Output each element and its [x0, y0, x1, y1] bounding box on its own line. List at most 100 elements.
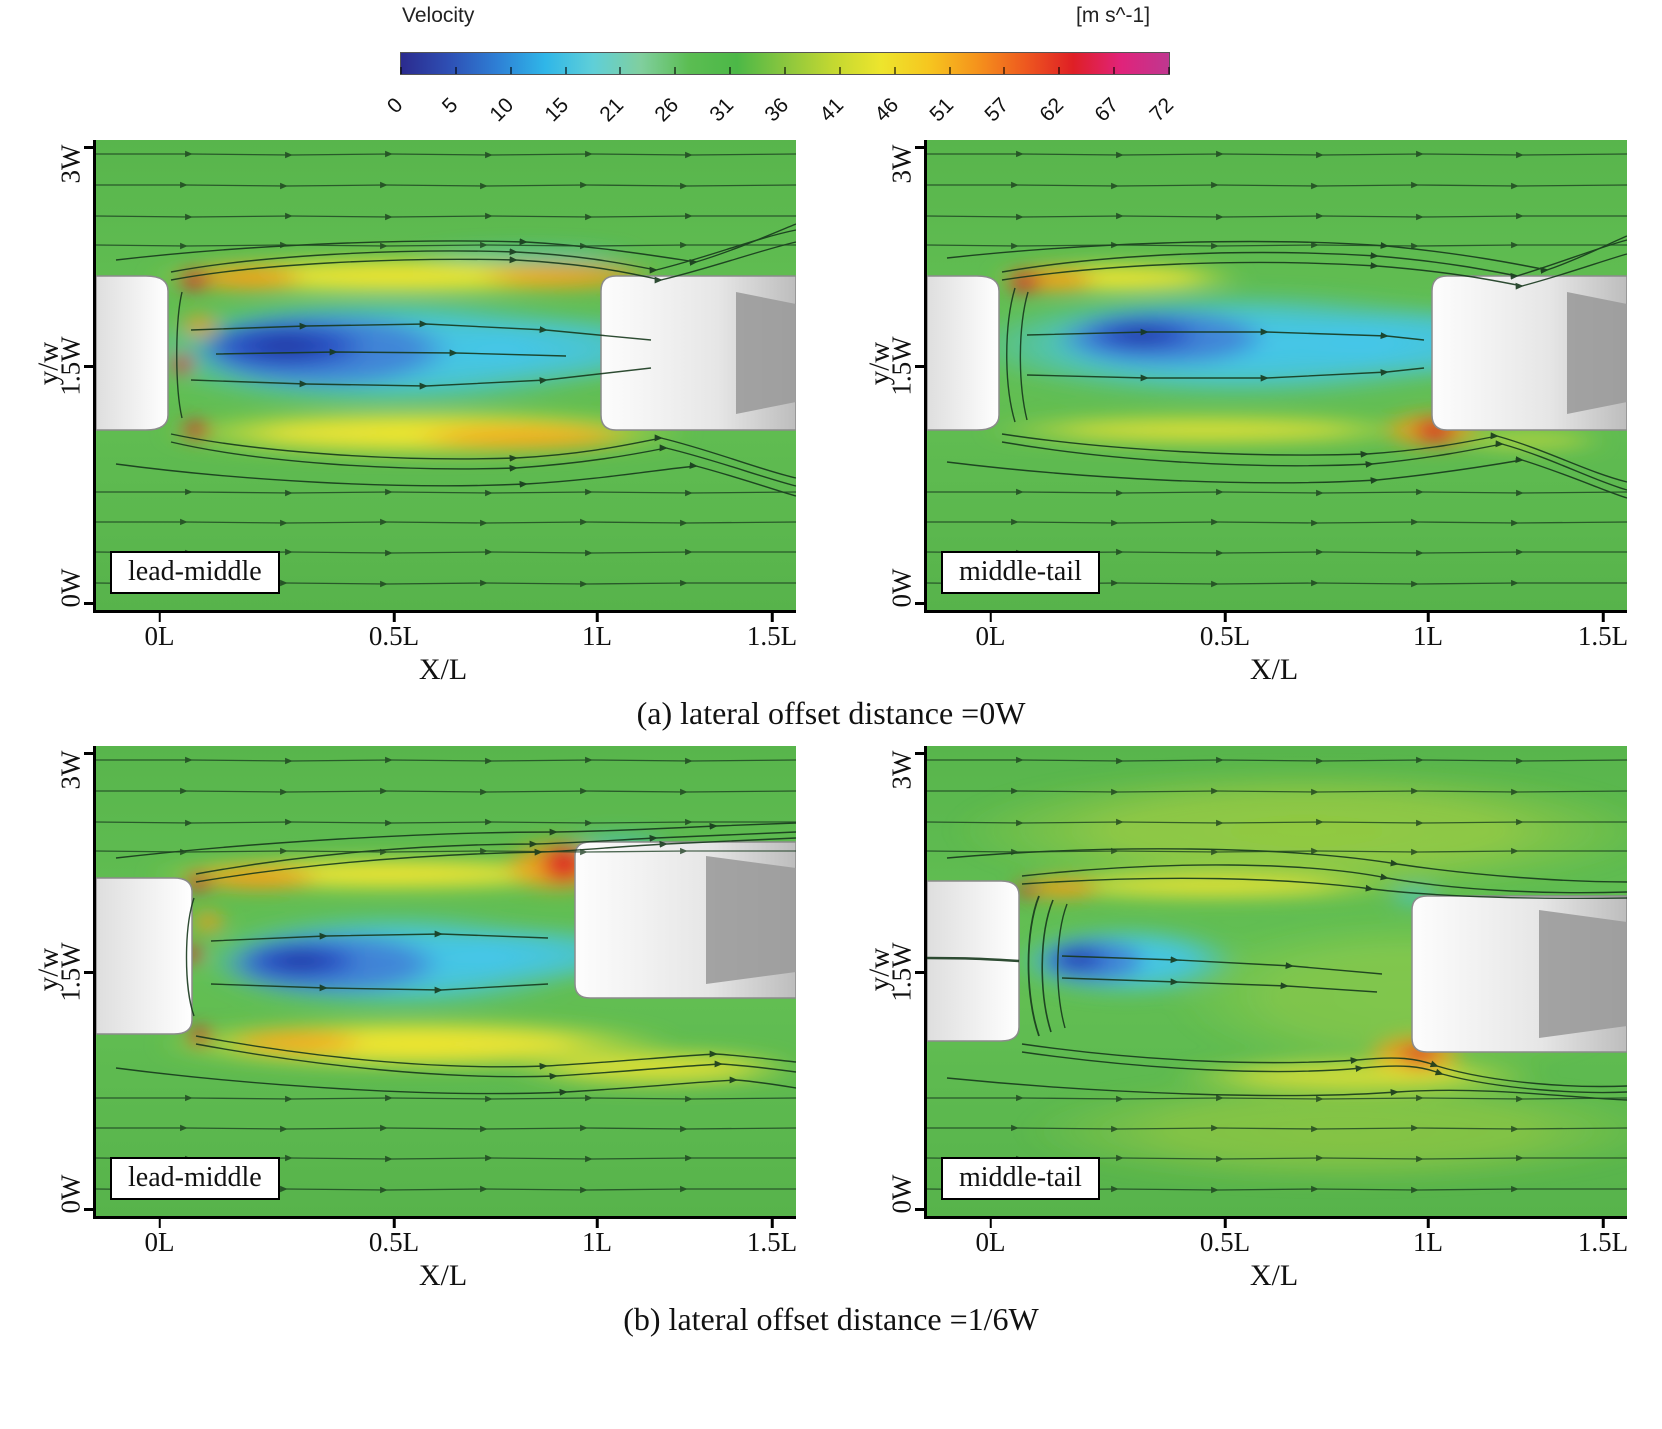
x-tick: 1L [582, 621, 612, 651]
colorbar-tick-mark [1058, 67, 1061, 74]
panel-label-badge: middle-tail [941, 1157, 1100, 1200]
colorbar-tick: 10 [485, 93, 518, 127]
y-tick: 0W [55, 568, 86, 608]
x-tick: 1.5L [1577, 1227, 1629, 1257]
colorbar-units: [m s^-1] [1076, 4, 1151, 27]
colorbar-tick-mark [1003, 67, 1006, 74]
x-tick: 1L [1413, 621, 1443, 651]
y-tick: 1.5W [55, 942, 86, 1002]
tick-mark [595, 1219, 599, 1228]
x-tick: 0.5L [368, 1227, 420, 1257]
streamlines [96, 154, 796, 584]
colorbar-tick-mark [454, 67, 457, 74]
colorbar-tick-mark [564, 67, 567, 74]
colorbar-tick-mark [893, 67, 896, 74]
caption-b: (b) lateral offset distance =1/6W [623, 1301, 1039, 1337]
colorbar-tick: 51 [925, 93, 958, 127]
flow-plot: lead-middle [93, 746, 796, 1219]
tick-mark [1601, 613, 1605, 622]
row-b: y/w 3W 1.5W 0W [0, 746, 1662, 1297]
panel-label: middle-tail [959, 556, 1082, 587]
colorbar-tick: 36 [759, 93, 793, 127]
y-tick: 3W [55, 144, 86, 184]
middle-car-shape [927, 275, 1000, 431]
x-tick: 0L [975, 621, 1006, 651]
panel-label-badge: lead-middle [110, 551, 280, 594]
panel-a-lead-middle: y/w 3W 1.5W 0W [32, 140, 797, 691]
y-tick: 0W [55, 1174, 86, 1214]
y-tick: 0W [886, 568, 917, 608]
panel-label-badge: lead-middle [110, 1157, 280, 1200]
caption-a: (a) lateral offset distance =0W [636, 695, 1026, 731]
tick-mark [84, 365, 93, 368]
x-axis-title: X/L [418, 653, 468, 686]
velocity-contour-a-lead-middle [96, 140, 796, 610]
tick-mark [915, 752, 924, 755]
tick-mark [1426, 613, 1430, 622]
colorbar-tick: 72 [1144, 93, 1178, 127]
panel-a-middle-tail: y/w 3W 1.5W 0W [863, 140, 1628, 691]
panel-label: lead-middle [128, 556, 262, 587]
colorbar-tick: 5 [438, 93, 463, 119]
colorbar-tick-mark [619, 67, 622, 74]
y-tick: 3W [55, 750, 86, 790]
flow-plot: lead-middle [93, 140, 796, 613]
colorbar-tick-mark [1113, 67, 1116, 74]
y-tick: 3W [886, 144, 917, 184]
tick-mark [770, 1219, 774, 1228]
tick-mark [915, 971, 924, 974]
tick-mark [84, 146, 93, 149]
x-tick: 1.5L [1577, 621, 1629, 651]
x-axis-title: X/L [1249, 653, 1299, 686]
velocity-contour-a-middle-tail [927, 140, 1627, 610]
plot-wrap: y/w 3W 1.5W 0W [32, 140, 796, 613]
colorbar-tick: 46 [870, 93, 903, 127]
colorbar-tick-mark [400, 67, 402, 74]
x-axis-title: X/L [418, 1259, 468, 1292]
colorbar-tick: 62 [1034, 93, 1068, 127]
x-axis: 0L 0.5L 1L 1.5L [924, 613, 1628, 653]
x-axis: 0L 0.5L 1L 1.5L [93, 1219, 797, 1259]
x-tick: 0L [975, 1227, 1006, 1257]
panel-b-lead-middle: y/w 3W 1.5W 0W [32, 746, 797, 1297]
tail-car-shape [1411, 895, 1627, 1053]
tick-mark [84, 971, 93, 974]
colorbar-title: Velocity [402, 4, 475, 27]
plot-wrap: y/w 3W 1.5W 0W [863, 746, 1627, 1219]
y-tick: 1.5W [55, 336, 86, 396]
tick-mark [1601, 1219, 1605, 1228]
colorbar-tick-mark [1168, 67, 1170, 74]
streamlines [927, 760, 1627, 1190]
tick-mark [770, 613, 774, 622]
colorbar-tick-labels: 0 5 10 15 21 26 31 36 41 46 51 57 62 67 … [383, 84, 1178, 136]
tick-mark [392, 613, 396, 622]
colorbar-tick-mark [948, 67, 951, 74]
tick-mark [392, 1219, 396, 1228]
y-axis: y/w 3W 1.5W 0W [32, 140, 93, 610]
x-tick: 1L [1413, 1227, 1443, 1257]
flow-plot: middle-tail [924, 140, 1627, 613]
tick-mark [84, 752, 93, 755]
colorbar-gradient [401, 53, 1169, 74]
tick-mark [915, 1208, 924, 1211]
colorbar-tick-mark [729, 67, 732, 74]
x-axis: 0L 0.5L 1L 1.5L [924, 1219, 1628, 1259]
x-tick: 1L [582, 1227, 612, 1257]
tick-mark [915, 365, 924, 368]
lead-car-shape [96, 877, 193, 1035]
tick-mark [1223, 1219, 1227, 1228]
y-tick: 0W [886, 1174, 917, 1214]
plot-wrap: y/w 3W 1.5W 0W [863, 140, 1627, 613]
x-axis: 0L 0.5L 1L 1.5L [93, 613, 797, 653]
colorbar-tick: 0 [383, 93, 408, 119]
tick-mark [595, 613, 599, 622]
tick-mark [915, 602, 924, 605]
y-tick: 3W [886, 750, 917, 790]
x-tick: 0.5L [1199, 1227, 1251, 1257]
panel-label: lead-middle [128, 1162, 262, 1193]
middle-car-shape [927, 880, 1020, 1042]
x-tick: 0.5L [368, 621, 420, 651]
colorbar-tick: 67 [1089, 93, 1123, 127]
colorbar-tick-mark [784, 67, 786, 74]
colorbar-tick-mark [509, 67, 512, 74]
